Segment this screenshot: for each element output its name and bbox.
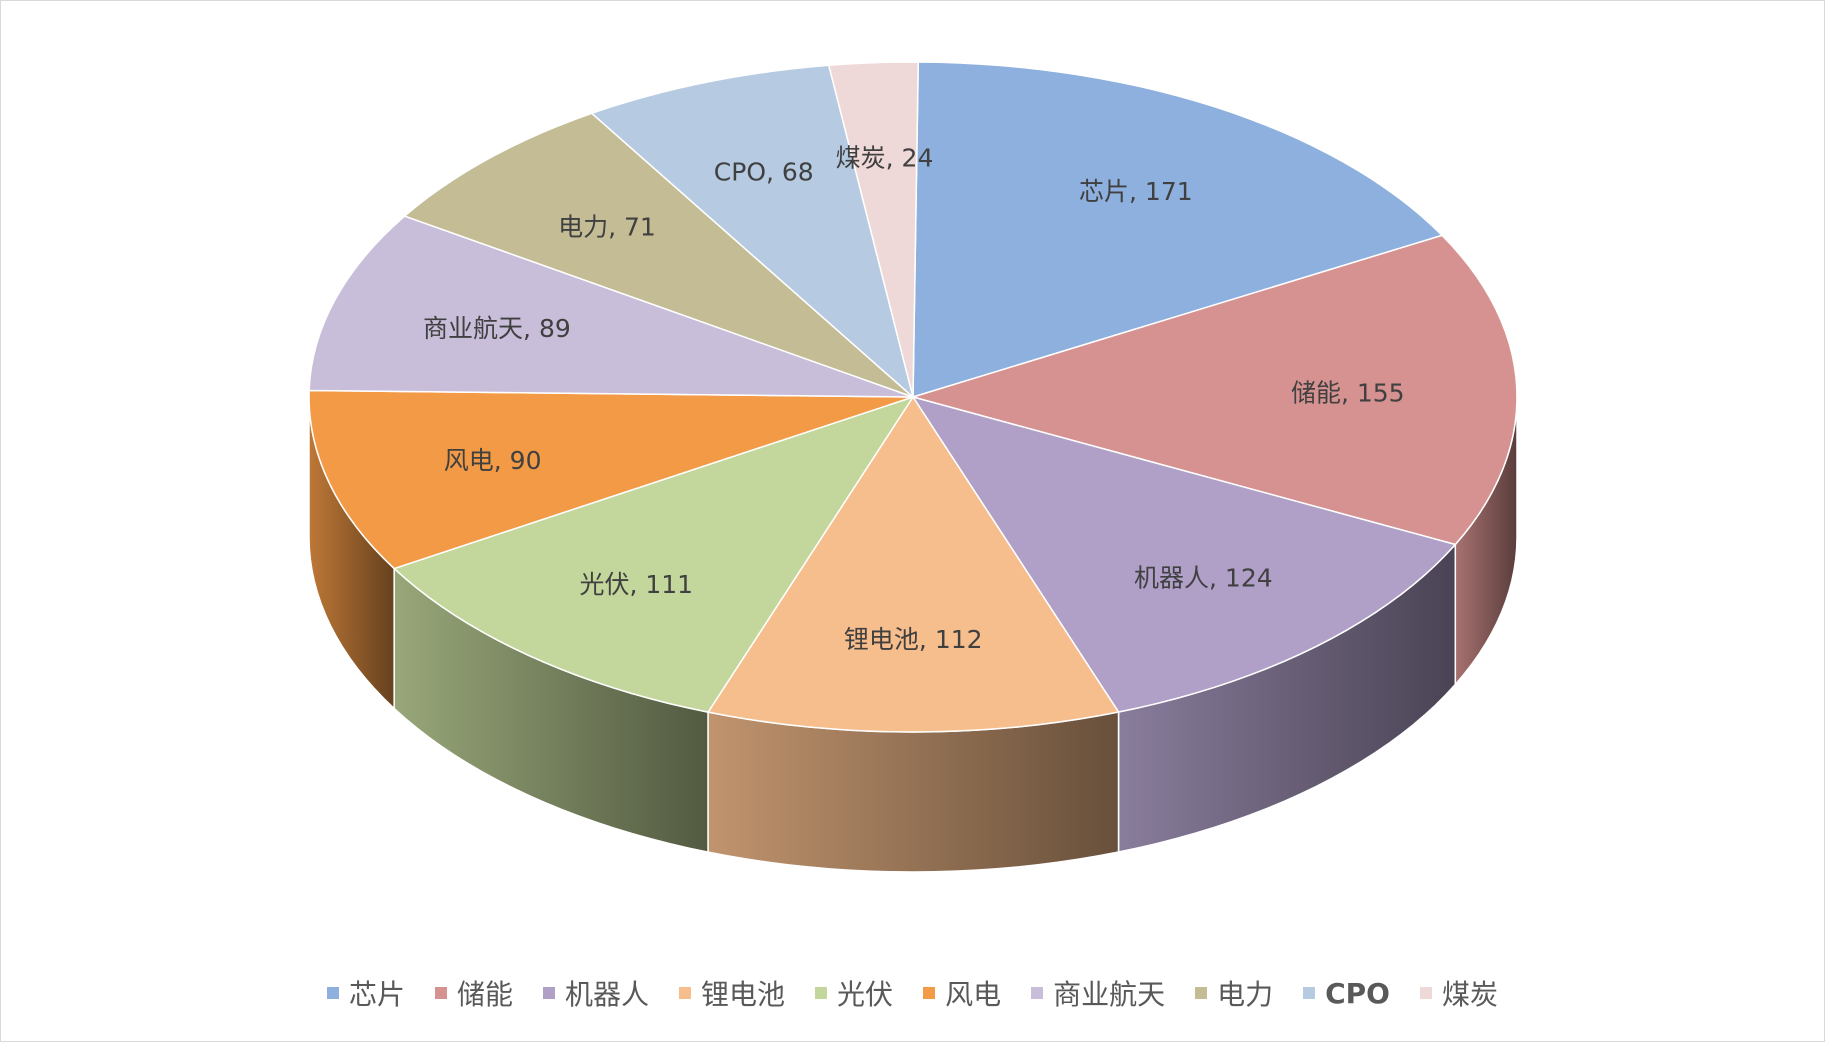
data-label-锂电池: 锂电池, 112 xyxy=(844,625,983,654)
legend-label: 电力 xyxy=(1217,978,1274,1011)
legend-swatch xyxy=(1031,987,1044,999)
legend-item-光伏: 光伏 xyxy=(815,973,893,1013)
slice-机器人[interactable] xyxy=(911,395,1457,713)
legend-item-CPO: CPO xyxy=(1303,977,1390,1010)
data-label-CPO: CPO, 68 xyxy=(714,157,814,186)
data-label-商业航天: 商业航天, 89 xyxy=(423,314,571,343)
data-label-电力: 电力, 71 xyxy=(558,213,656,242)
slice-煤炭[interactable] xyxy=(827,61,920,398)
slice-芯片[interactable] xyxy=(912,61,1444,399)
slice-储能[interactable] xyxy=(910,234,1518,546)
slice-电力[interactable] xyxy=(403,112,914,398)
data-label-煤炭: 煤炭, 24 xyxy=(836,143,934,172)
legend-swatch xyxy=(543,987,556,999)
data-label-储能: 储能, 155 xyxy=(1291,378,1405,407)
legend-label: 煤炭 xyxy=(1441,978,1498,1011)
legend-swatch xyxy=(815,987,828,999)
legend-item-机器人: 机器人 xyxy=(543,973,649,1013)
legend-item-芯片: 芯片 xyxy=(326,973,405,1013)
slice-CPO[interactable] xyxy=(590,64,915,400)
legend-swatch xyxy=(1303,987,1316,999)
legend-item-电力: 电力 xyxy=(1195,973,1273,1013)
data-label-芯片: 芯片, 171 xyxy=(1079,177,1193,206)
legend-label: 光伏 xyxy=(837,978,894,1011)
legend-item-储能: 储能 xyxy=(435,973,513,1013)
slice-光伏[interactable] xyxy=(392,395,915,713)
data-label-机器人: 机器人, 124 xyxy=(1134,564,1273,593)
legend-swatch xyxy=(923,987,936,999)
legend-label: 储能 xyxy=(457,978,514,1011)
legend-label: 锂电池 xyxy=(701,978,786,1011)
legend-label: 风电 xyxy=(945,978,1002,1011)
slice-商业航天[interactable] xyxy=(308,215,914,398)
legend-swatch xyxy=(1419,987,1432,999)
legend: 芯片 储能 机器人 锂电池 光伏 风电 商业航天 电力 CPO 煤炭 xyxy=(1,973,1824,1013)
data-label-风电: 风电, 90 xyxy=(444,446,542,475)
legend-item-锂电池: 锂电池 xyxy=(679,973,785,1013)
slice-锂电池[interactable] xyxy=(706,395,1120,733)
data-label-光伏: 光伏, 111 xyxy=(579,570,693,599)
legend-label: 芯片 xyxy=(348,978,405,1011)
legend-label: 机器人 xyxy=(565,978,650,1011)
slice-side-锂电池 xyxy=(707,711,1120,873)
legend-label: CPO xyxy=(1325,976,1390,1010)
legend-swatch xyxy=(1195,987,1208,999)
legend-swatch xyxy=(679,987,692,999)
legend-swatch xyxy=(435,987,447,999)
legend-swatch xyxy=(326,987,339,999)
legend-item-商业航天: 商业航天 xyxy=(1031,973,1165,1013)
legend-label: 商业航天 xyxy=(1053,978,1166,1011)
slice-风电[interactable] xyxy=(308,389,914,570)
legend-item-煤炭: 煤炭 xyxy=(1419,973,1498,1013)
legend-item-风电: 风电 xyxy=(923,973,1001,1013)
